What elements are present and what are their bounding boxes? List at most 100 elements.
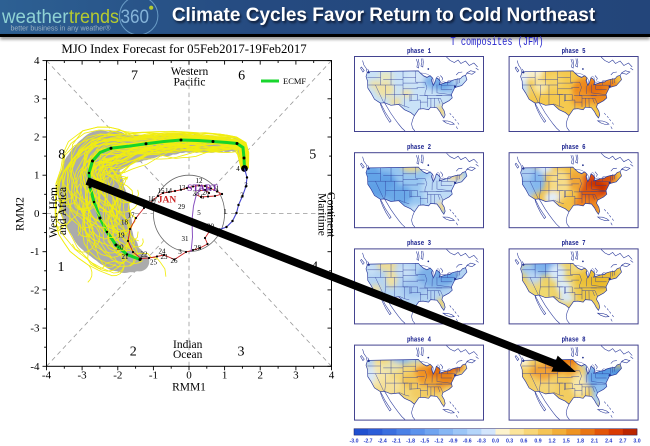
svg-text:-3: -3	[30, 323, 40, 335]
svg-text:24: 24	[159, 247, 167, 255]
svg-text:15: 15	[158, 187, 166, 195]
svg-text:phase 8: phase 8	[562, 336, 586, 344]
svg-text:MJO Index Forecast for 05Feb20: MJO Index Forecast for 05Feb2017-19Feb20…	[61, 42, 307, 56]
svg-text:-4: -4	[30, 361, 40, 373]
svg-text:Indian: Indian	[173, 339, 203, 351]
svg-text:-4: -4	[42, 370, 52, 382]
svg-text:21: 21	[122, 253, 130, 261]
svg-text:3: 3	[178, 248, 182, 256]
svg-text:West. Hem.: West. Hem.	[48, 184, 60, 238]
svg-text:0.3: 0.3	[506, 439, 513, 445]
svg-text:Maritime: Maritime	[316, 193, 328, 236]
svg-text:22: 22	[141, 250, 149, 258]
svg-text:6: 6	[201, 193, 205, 201]
svg-text:19: 19	[118, 231, 126, 239]
svg-text:Continent: Continent	[325, 192, 337, 238]
svg-text:20: 20	[117, 243, 125, 251]
svg-text:T composites (JFM): T composites (JFM)	[451, 36, 544, 49]
svg-text:3: 3	[238, 344, 245, 359]
svg-text:-0.3: -0.3	[477, 439, 486, 445]
svg-text:3: 3	[34, 93, 40, 105]
svg-text:-3: -3	[78, 370, 88, 382]
svg-text:phase 5: phase 5	[562, 48, 586, 56]
svg-text:-1: -1	[30, 246, 39, 258]
svg-text:16: 16	[148, 195, 156, 203]
svg-text:3: 3	[244, 181, 248, 189]
svg-text:6: 6	[238, 68, 245, 83]
svg-text:JAN: JAN	[158, 196, 177, 206]
svg-text:0.6: 0.6	[520, 439, 527, 445]
svg-text:ECMF: ECMF	[283, 76, 306, 86]
svg-text:5: 5	[309, 147, 316, 162]
svg-text:8: 8	[58, 147, 65, 162]
svg-text:360: 360	[121, 7, 150, 28]
svg-text:-2.1: -2.1	[392, 439, 401, 445]
svg-text:17: 17	[128, 211, 136, 219]
svg-text:1: 1	[58, 260, 65, 275]
svg-text:2: 2	[130, 344, 137, 359]
svg-text:4: 4	[329, 370, 335, 382]
svg-text:11: 11	[213, 185, 220, 193]
svg-text:2: 2	[34, 132, 40, 144]
svg-text:1.2: 1.2	[548, 439, 555, 445]
svg-text:-1.5: -1.5	[420, 439, 429, 445]
svg-text:1: 1	[222, 370, 228, 382]
svg-text:0.0: 0.0	[492, 439, 499, 445]
svg-text:-0.9: -0.9	[449, 439, 458, 445]
svg-text:26: 26	[171, 257, 179, 265]
svg-text:2.7: 2.7	[619, 439, 626, 445]
svg-text:0.9: 0.9	[534, 439, 541, 445]
svg-text:31: 31	[182, 235, 190, 243]
svg-text:-2.7: -2.7	[364, 439, 373, 445]
svg-text:1: 1	[223, 208, 227, 216]
svg-text:2.4: 2.4	[605, 439, 612, 445]
svg-text:3.0: 3.0	[633, 439, 640, 445]
svg-text:2.1: 2.1	[591, 439, 598, 445]
svg-text:3: 3	[293, 370, 299, 382]
svg-text:phase 2: phase 2	[407, 144, 431, 152]
svg-text:18: 18	[121, 218, 129, 226]
svg-text:1.5: 1.5	[563, 439, 570, 445]
svg-text:5: 5	[197, 209, 201, 217]
svg-text:phase 3: phase 3	[407, 240, 431, 248]
svg-text:RMM1: RMM1	[172, 382, 206, 394]
svg-text:-1: -1	[149, 370, 158, 382]
svg-text:phase 7: phase 7	[562, 240, 586, 248]
svg-text:Western: Western	[171, 66, 209, 78]
svg-text:-0.6: -0.6	[463, 439, 472, 445]
svg-text:14: 14	[165, 187, 173, 195]
svg-text:2: 2	[240, 191, 244, 199]
svg-text:2: 2	[257, 370, 263, 382]
svg-text:12: 12	[196, 177, 204, 185]
svg-text:-2: -2	[113, 370, 122, 382]
svg-text:weather: weather	[1, 7, 69, 28]
svg-text:Ocean: Ocean	[173, 349, 203, 361]
svg-text:28: 28	[194, 244, 202, 252]
svg-text:phase 1: phase 1	[407, 48, 431, 56]
svg-text:-1.2: -1.2	[434, 439, 443, 445]
svg-text:-3.0: -3.0	[350, 439, 359, 445]
svg-text:-1.8: -1.8	[406, 439, 415, 445]
svg-text:START: START	[187, 184, 218, 194]
svg-text:29: 29	[178, 203, 186, 211]
svg-text:RMM2: RMM2	[15, 197, 27, 231]
svg-text:trends: trends	[69, 7, 119, 28]
svg-text:and Africa: and Africa	[57, 187, 69, 235]
svg-text:-2.4: -2.4	[378, 439, 387, 445]
svg-text:4: 4	[236, 165, 240, 173]
svg-text:-2: -2	[30, 284, 39, 296]
svg-text:phase 6: phase 6	[562, 144, 586, 152]
svg-text:25: 25	[150, 258, 158, 266]
svg-text:7: 7	[131, 68, 138, 83]
svg-text:phase 4: phase 4	[407, 336, 431, 344]
svg-text:Pacific: Pacific	[174, 76, 206, 88]
svg-text:0: 0	[34, 208, 40, 220]
svg-text:23: 23	[161, 253, 169, 261]
svg-text:25: 25	[193, 189, 201, 197]
svg-text:1.8: 1.8	[577, 439, 584, 445]
svg-text:0: 0	[186, 370, 192, 382]
svg-text:13: 13	[179, 184, 187, 192]
svg-text:better business in any weather: better business in any weather®	[11, 25, 112, 33]
svg-text:1: 1	[34, 170, 40, 182]
svg-text:4: 4	[34, 55, 40, 67]
